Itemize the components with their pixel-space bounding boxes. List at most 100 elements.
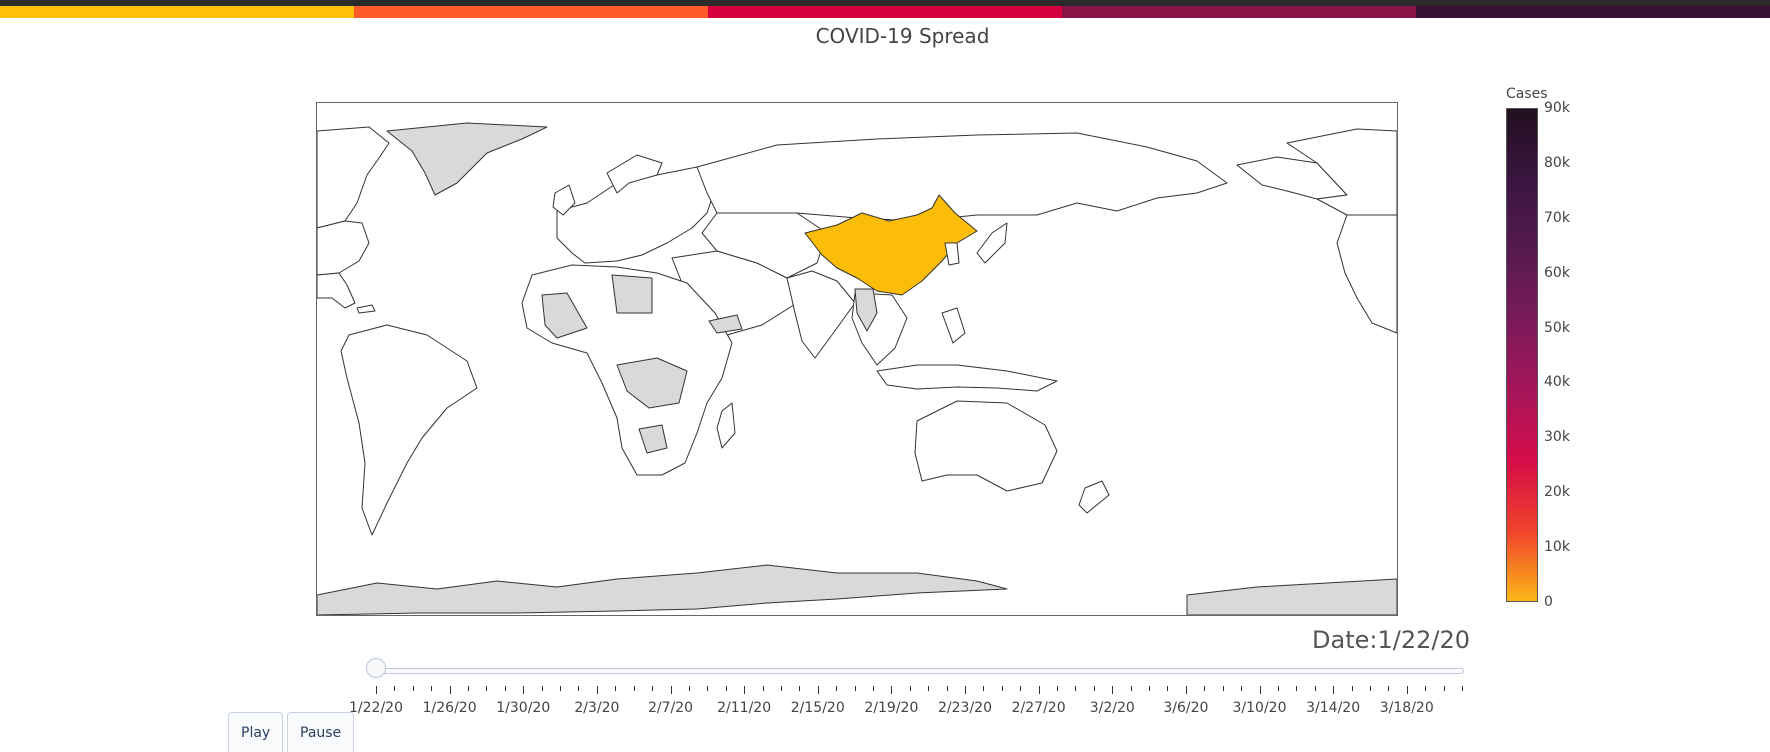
world-map[interactable] (316, 102, 1398, 616)
colorbar-tick-label: 70k (1544, 209, 1570, 226)
slider-date-label[interactable]: 1/22/20 (349, 700, 403, 716)
slider-tick (1001, 686, 1003, 691)
country-uk[interactable] (552, 184, 576, 216)
country-new-zealand[interactable] (1078, 480, 1110, 514)
country-yemen[interactable] (708, 314, 743, 334)
slider-tick (872, 686, 874, 691)
slider-tick (1351, 686, 1353, 691)
slider-tick (1333, 686, 1335, 694)
country-myanmar[interactable] (854, 288, 878, 332)
slider-track[interactable] (376, 668, 1464, 674)
colorbar-tick-label: 30k (1544, 429, 1570, 446)
slider-tick (928, 686, 930, 691)
colorbar-tick-label: 0 (1544, 594, 1553, 610)
region-scandinavia[interactable] (606, 154, 663, 194)
region-caribbean[interactable] (356, 304, 376, 314)
slider-tick (596, 686, 598, 694)
slider-tick (1406, 686, 1408, 694)
slider-date-label[interactable]: 2/15/20 (790, 700, 845, 716)
slider-date-label[interactable]: 2/27/20 (1011, 700, 1066, 716)
slider-tick (744, 686, 746, 694)
map-svg[interactable] (317, 103, 1397, 615)
country-mexico[interactable] (317, 272, 356, 309)
theme-color-strip (0, 0, 1770, 18)
slider-date-label[interactable]: 2/23/20 (938, 700, 993, 716)
slider-tick (1277, 686, 1279, 691)
country-usa[interactable] (317, 220, 370, 276)
slider-tick (1462, 686, 1463, 691)
country-libya[interactable] (611, 274, 653, 314)
play-button[interactable]: Play (228, 712, 284, 752)
slider-tick (504, 686, 506, 691)
slider-tick (762, 686, 764, 691)
colorbar-tick-label: 40k (1544, 374, 1570, 391)
slider-tick (1020, 686, 1022, 691)
slider-tick (1296, 686, 1298, 691)
slider-tick (652, 686, 654, 691)
slider-tick (1241, 686, 1243, 691)
slider-date-label[interactable]: 3/18/20 (1379, 700, 1434, 716)
slider-tick (1093, 686, 1095, 691)
pause-button[interactable]: Pause (287, 712, 355, 752)
slider-date-label[interactable]: 1/26/20 (422, 700, 477, 716)
country-greenland[interactable] (386, 122, 548, 196)
slider-tick (412, 686, 414, 691)
slider-tick (1057, 686, 1059, 691)
country-madagascar[interactable] (716, 402, 736, 449)
slider-date-label[interactable]: 3/6/20 (1163, 700, 1209, 716)
region-antarctica-east[interactable] (1186, 578, 1397, 615)
current-date-label: Date:1/22/20 (1312, 626, 1470, 654)
slider-date-label[interactable]: 1/30/20 (496, 700, 551, 716)
country-mali[interactable] (541, 292, 588, 339)
slider-tick (633, 686, 635, 691)
slider-tick (1425, 686, 1427, 691)
country-russia[interactable] (696, 132, 1228, 222)
slider-tick (523, 686, 525, 694)
slider-ticks: 1/22/20 1/26/20 1/30/20 2/3/20 2/7/20 2/11/20… (349, 686, 1463, 726)
country-korea[interactable] (944, 242, 960, 266)
slider-tick (909, 686, 911, 691)
slider-tick (1443, 686, 1445, 691)
country-japan[interactable] (976, 222, 1008, 264)
slider-tick (578, 686, 580, 691)
country-philippines[interactable] (941, 307, 966, 344)
slider-tick (780, 686, 782, 691)
slider-tick (725, 686, 727, 691)
slider-tick (1149, 686, 1151, 691)
country-canada-west[interactable] (317, 126, 390, 229)
slider-handle[interactable] (366, 658, 386, 678)
country-india[interactable] (786, 270, 856, 359)
slider-date-label[interactable]: 2/11/20 (717, 700, 772, 716)
country-australia[interactable] (914, 400, 1058, 492)
region-antarctica[interactable] (317, 564, 1008, 615)
theme-stripe-1 (354, 0, 708, 18)
slider-tick (468, 686, 470, 691)
chart-title: COVID-19 Spread (815, 24, 990, 48)
slider-date-label[interactable]: 3/14/20 (1306, 700, 1361, 716)
theme-stripe-4 (1416, 0, 1770, 18)
slider-tick (1075, 686, 1077, 691)
country-china[interactable] (804, 194, 978, 296)
slider-tick (946, 686, 948, 691)
slider-date-label[interactable]: 2/3/20 (574, 700, 620, 716)
country-drc[interactable] (616, 357, 688, 409)
country-botswana[interactable] (638, 424, 668, 454)
slider-tick (449, 686, 451, 694)
slider-tick (891, 686, 893, 694)
slider-tick (394, 686, 396, 691)
region-europe[interactable] (556, 166, 718, 264)
slider-tick (560, 686, 562, 691)
slider-date-label[interactable]: 2/7/20 (647, 700, 694, 716)
theme-stripe-3 (1062, 0, 1416, 18)
slider-date-label[interactable]: 3/10/20 (1232, 700, 1287, 716)
theme-stripe-0 (0, 0, 354, 18)
country-indonesia[interactable] (876, 364, 1058, 392)
slider-date-label[interactable]: 2/19/20 (864, 700, 919, 716)
slider-tick (670, 686, 672, 694)
slider-tick (817, 686, 819, 694)
country-usa-west[interactable] (1336, 214, 1397, 334)
colorbar-tick-label: 10k (1544, 539, 1570, 556)
colorbar-tick-label: 90k (1544, 100, 1570, 116)
slider-date-label[interactable]: 3/2/20 (1089, 700, 1135, 716)
country-south-america[interactable] (340, 324, 478, 536)
